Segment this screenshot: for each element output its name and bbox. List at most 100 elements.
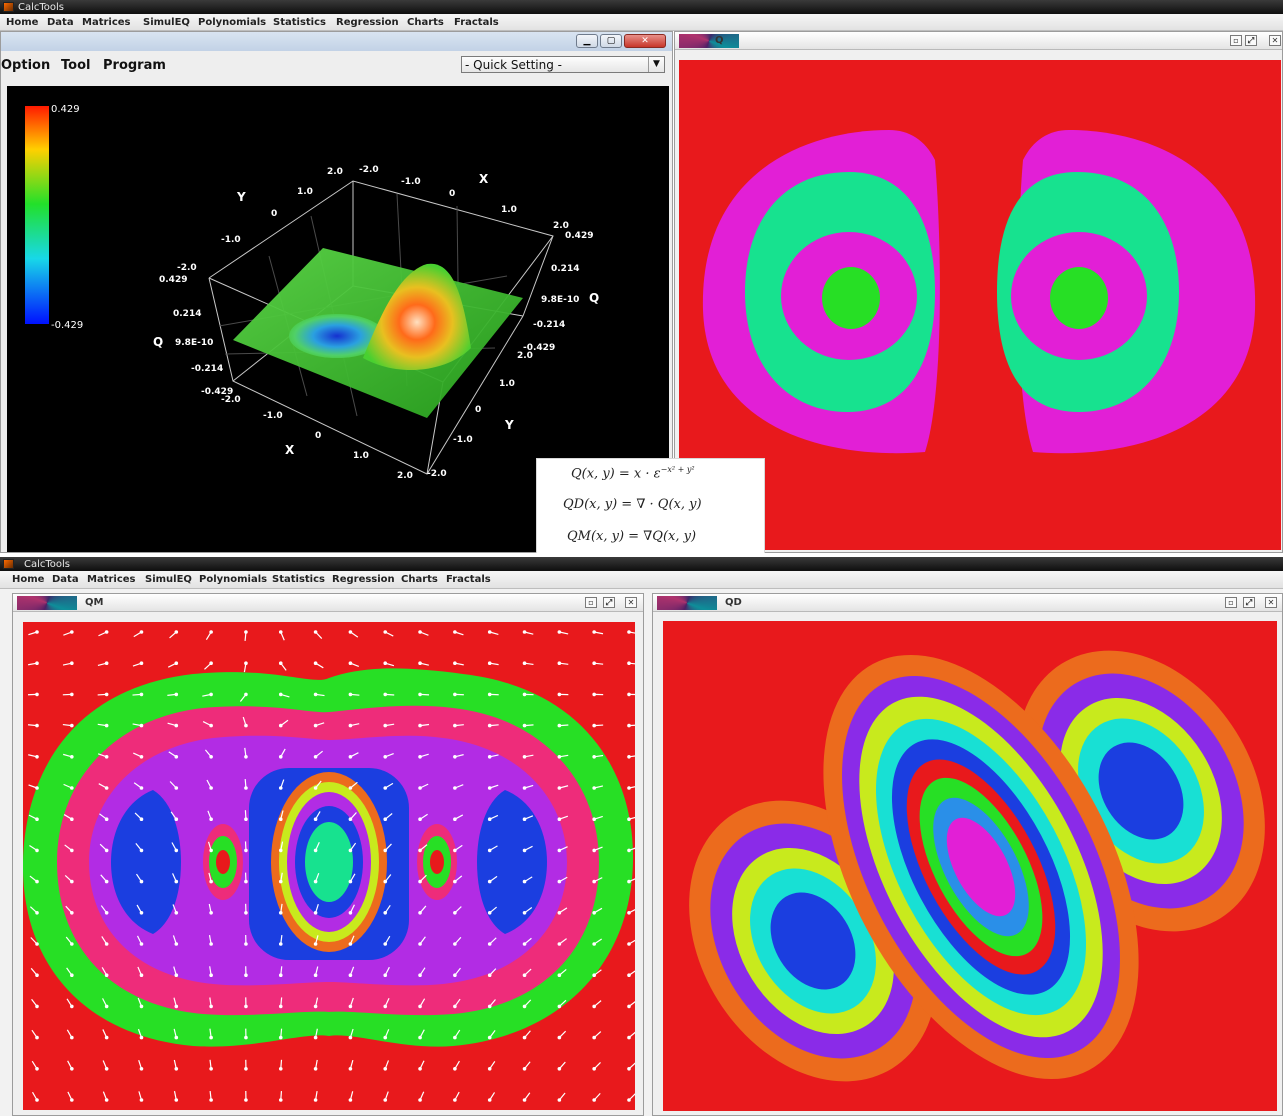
gradient-vector-dot: [139, 1098, 144, 1102]
close-icon[interactable]: ✕: [1269, 35, 1281, 46]
gradient-vector-dot: [453, 973, 457, 977]
qd-contour-plot[interactable]: [663, 621, 1277, 1111]
close-icon[interactable]: ✕: [625, 597, 637, 608]
gradient-vector-dot: [627, 848, 631, 853]
gradient-vector-dot: [35, 1067, 39, 1071]
qm-window: QM ▫ ⤢ ✕: [12, 593, 644, 1116]
gradient-vector-dot: [592, 786, 596, 790]
top-menu-charts[interactable]: Charts: [407, 17, 444, 28]
gradient-vector-dot: [35, 973, 39, 977]
gradient-vector-dot: [35, 661, 39, 665]
gradient-vector-dot: [557, 879, 562, 884]
gradient-vector-dot: [557, 755, 562, 759]
restore-icon[interactable]: ▫: [1225, 597, 1237, 608]
gradient-vector-dot: [592, 942, 596, 946]
bottom-menu-regression[interactable]: Regression: [332, 574, 395, 585]
gradient-vector-dot: [627, 755, 631, 759]
qd-center-core-magenta: [946, 817, 1016, 917]
gradient-vector-dot: [487, 911, 492, 915]
gradient-vector-dot: [35, 723, 39, 728]
restore-icon[interactable]: ▫: [585, 597, 597, 608]
close-button[interactable]: ✕: [624, 34, 666, 48]
gradient-vector-dot: [278, 1004, 283, 1009]
top-menu-simuleq[interactable]: SimulEQ: [143, 17, 190, 28]
gradient-vector-dot: [70, 630, 74, 634]
maximize-icon[interactable]: ⤢: [1245, 35, 1257, 46]
gradient-vector-dot: [174, 755, 179, 759]
x-axis-title-far: X: [479, 172, 489, 186]
bottom-menu-home[interactable]: Home: [12, 574, 45, 585]
gradient-vector-dot: [418, 848, 422, 853]
qm-right-core-red: [430, 850, 444, 874]
gradient-vector-dot: [557, 942, 562, 946]
gradient-vector-dot: [592, 661, 596, 665]
gradient-vector-dot: [383, 817, 388, 821]
gradient-vector-dot: [557, 1067, 562, 1071]
gradient-vector-dot: [383, 1067, 388, 1071]
bottom-menu-polynomials[interactable]: Polynomials: [199, 574, 268, 585]
top-menu-data[interactable]: Data: [47, 17, 74, 28]
gradient-vector-dot: [348, 1004, 353, 1009]
q-contour-plot[interactable]: [679, 60, 1281, 550]
quick-setting-select[interactable]: - Quick Setting - ▼: [461, 56, 665, 73]
gradient-vector-dot: [244, 755, 248, 759]
gradient-vector-dot: [627, 1004, 631, 1009]
bottom-menu-statistics[interactable]: Statistics: [272, 574, 325, 585]
gradient-vector-dot: [139, 1035, 144, 1040]
gradient-vector-dot: [487, 1067, 492, 1071]
menu-program[interactable]: Program: [103, 58, 166, 73]
gradient-vector-dot: [313, 942, 318, 946]
qm-contour-svg: [23, 630, 635, 1102]
top-menu-regression[interactable]: Regression: [336, 17, 399, 28]
gradient-vector-dot: [348, 973, 353, 977]
gradient-vector-dot: [487, 1004, 492, 1009]
menu-option[interactable]: Option: [1, 58, 51, 73]
gradient-vector-dot: [592, 630, 596, 634]
q-right-tick: -0.429: [523, 343, 555, 353]
bottom-menu-data[interactable]: Data: [52, 574, 79, 585]
q-left-tick: -0.214: [191, 364, 223, 374]
minimize-button[interactable]: ▁: [576, 34, 598, 48]
y-right-tick: -2.0: [427, 469, 447, 479]
bottom-menu-charts[interactable]: Charts: [401, 574, 438, 585]
gradient-vector-dot: [522, 973, 527, 977]
gradient-vector-dot: [627, 692, 631, 697]
qm-contour-plot[interactable]: [23, 622, 635, 1110]
top-menu-matrices[interactable]: Matrices: [82, 17, 131, 28]
gradient-vector-dot: [313, 879, 318, 884]
gradient-vector-dot: [453, 1035, 457, 1040]
q-left-tick: 0.429: [159, 275, 187, 285]
gradient-vector-dot: [383, 786, 388, 790]
q-contour-core-green: [822, 267, 880, 329]
top-menu-statistics[interactable]: Statistics: [273, 17, 326, 28]
restore-icon[interactable]: ▫: [1230, 35, 1242, 46]
gradient-vector-dot: [244, 786, 248, 790]
gradient-vector-dot: [522, 786, 527, 790]
bottom-menu-matrices[interactable]: Matrices: [87, 574, 136, 585]
gradient-vector-dot: [418, 723, 422, 728]
bottom-menu-simuleq[interactable]: SimulEQ: [145, 574, 192, 585]
maximize-icon[interactable]: ⤢: [1243, 597, 1255, 608]
menu-tool[interactable]: Tool: [61, 58, 91, 73]
gradient-vector-dot: [35, 1035, 39, 1040]
gradient-vector-dot: [70, 1004, 74, 1009]
gradient-vector-dot: [383, 1098, 388, 1102]
gradient-vector-dot: [522, 817, 527, 821]
gradient-vector-dot: [453, 661, 457, 665]
top-menu-home[interactable]: Home: [6, 17, 39, 28]
maximize-icon[interactable]: ⤢: [603, 597, 615, 608]
maximize-button[interactable]: ▢: [600, 34, 622, 48]
chevron-down-icon[interactable]: ▼: [648, 57, 664, 72]
gradient-vector-dot: [348, 755, 353, 759]
qm-window-title: QM: [85, 597, 104, 608]
q-left-tick: 9.8E-10: [175, 338, 213, 348]
gradient-vector-dot: [383, 723, 388, 728]
gradient-vector-dot: [522, 1098, 527, 1102]
bottom-menu-fractals[interactable]: Fractals: [446, 574, 491, 585]
gradient-vector-dot: [313, 1067, 318, 1071]
gradient-vector-dot: [278, 973, 283, 977]
gradient-vector-dot: [35, 879, 39, 884]
top-menu-fractals[interactable]: Fractals: [454, 17, 499, 28]
top-menu-polynomials[interactable]: Polynomials: [198, 17, 267, 28]
close-icon[interactable]: ✕: [1265, 597, 1277, 608]
